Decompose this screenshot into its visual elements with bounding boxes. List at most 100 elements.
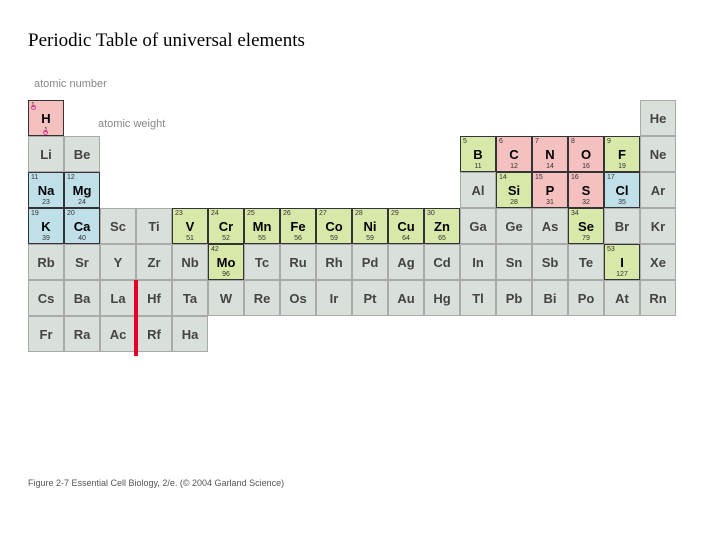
element-sn: Sn bbox=[496, 244, 532, 280]
element-symbol: V bbox=[173, 219, 207, 234]
element-pd: Pd bbox=[352, 244, 388, 280]
element-symbol: Tl bbox=[461, 291, 495, 306]
atomic-number: 9 bbox=[607, 138, 611, 145]
element-symbol: Ag bbox=[389, 255, 423, 270]
atomic-weight: 55 bbox=[245, 235, 279, 242]
element-symbol: Xe bbox=[641, 255, 675, 270]
element-symbol: Ba bbox=[65, 291, 99, 306]
atomic-number: 26 bbox=[283, 210, 291, 217]
element-symbol: Os bbox=[281, 291, 315, 306]
element-symbol: Hf bbox=[137, 291, 171, 306]
element-tl: Tl bbox=[460, 280, 496, 316]
element-ne: Ne bbox=[640, 136, 676, 172]
element-rb: Rb bbox=[28, 244, 64, 280]
element-symbol: Mo bbox=[209, 255, 243, 270]
element-sc: Sc bbox=[100, 208, 136, 244]
element-ha: Ha bbox=[172, 316, 208, 352]
element-symbol: F bbox=[605, 147, 639, 162]
element-p: 15P31 bbox=[532, 172, 568, 208]
atomic-weight: 23 bbox=[29, 199, 63, 206]
lanthanide-actinide-marker bbox=[134, 280, 138, 356]
atomic-weight: 79 bbox=[569, 235, 603, 242]
element-symbol: Li bbox=[29, 147, 63, 162]
element-na: 11Na23 bbox=[28, 172, 64, 208]
element-symbol: Ir bbox=[317, 291, 351, 306]
element-ta: Ta bbox=[172, 280, 208, 316]
element-nb: Nb bbox=[172, 244, 208, 280]
atomic-weight: 64 bbox=[389, 235, 423, 242]
element-xe: Xe bbox=[640, 244, 676, 280]
element-fe: 26Fe56 bbox=[280, 208, 316, 244]
atomic-number: 30 bbox=[427, 210, 435, 217]
element-symbol: Te bbox=[569, 255, 603, 270]
element-symbol: Ge bbox=[497, 219, 531, 234]
element-symbol: Pt bbox=[353, 291, 387, 306]
element-symbol: Rn bbox=[641, 291, 675, 306]
atomic-weight: 16 bbox=[569, 163, 603, 170]
atomic-number: 12 bbox=[67, 174, 75, 181]
element-symbol: Ru bbox=[281, 255, 315, 270]
element-symbol: Po bbox=[569, 291, 603, 306]
element-c: 6C12 bbox=[496, 136, 532, 172]
atomic-weight-label: atomic weight bbox=[98, 118, 165, 130]
element-symbol: H bbox=[29, 111, 63, 126]
element-symbol: Rb bbox=[29, 255, 63, 270]
atomic-weight: 59 bbox=[353, 235, 387, 242]
element-ca: 20Ca40 bbox=[64, 208, 100, 244]
element-symbol: Hg bbox=[425, 291, 459, 306]
element-symbol: In bbox=[461, 255, 495, 270]
element-symbol: Fe bbox=[281, 219, 315, 234]
element-fr: Fr bbox=[28, 316, 64, 352]
element-symbol: K bbox=[29, 219, 63, 234]
element-si: 14Si28 bbox=[496, 172, 532, 208]
element-rh: Rh bbox=[316, 244, 352, 280]
page-title: Periodic Table of universal elements bbox=[28, 30, 305, 52]
element-symbol: Bi bbox=[533, 291, 567, 306]
element-symbol: W bbox=[209, 291, 243, 306]
atomic-weight: 39 bbox=[29, 235, 63, 242]
element-n: 7N14 bbox=[532, 136, 568, 172]
element-f: 9F19 bbox=[604, 136, 640, 172]
element-symbol: At bbox=[605, 291, 639, 306]
atomic-number: 27 bbox=[319, 210, 327, 217]
element-symbol: Cu bbox=[389, 219, 423, 234]
element-os: Os bbox=[280, 280, 316, 316]
element-symbol: Co bbox=[317, 219, 351, 234]
element-cu: 29 Cu64 bbox=[388, 208, 424, 244]
atomic-number: 23 bbox=[175, 210, 183, 217]
element-tc: Tc bbox=[244, 244, 280, 280]
atomic-number: 19 bbox=[31, 210, 39, 217]
element-he: He bbox=[640, 100, 676, 136]
element-symbol: Mg bbox=[65, 183, 99, 198]
element-rf: Rf bbox=[136, 316, 172, 352]
element-s: 16S32 bbox=[568, 172, 604, 208]
element-br: Br bbox=[604, 208, 640, 244]
element-symbol: Be bbox=[65, 147, 99, 162]
element-ga: Ga bbox=[460, 208, 496, 244]
atomic-number: 29 bbox=[391, 210, 399, 217]
element-hg: Hg bbox=[424, 280, 460, 316]
atomic-number: 20 bbox=[67, 210, 75, 217]
element-symbol: I bbox=[605, 255, 639, 270]
element-ni: 28Ni59 bbox=[352, 208, 388, 244]
element-symbol: Sr bbox=[65, 255, 99, 270]
figure-caption: Figure 2-7 Essential Cell Biology, 2/e. … bbox=[28, 478, 284, 488]
element-po: Po bbox=[568, 280, 604, 316]
element-ba: Ba bbox=[64, 280, 100, 316]
element-k: 19 K39 bbox=[28, 208, 64, 244]
element-symbol: Zn bbox=[425, 219, 459, 234]
element-mg: 12Mg24 bbox=[64, 172, 100, 208]
atomic-number: 42 bbox=[211, 246, 219, 253]
element-au: Au bbox=[388, 280, 424, 316]
element-cl: 17Cl35 bbox=[604, 172, 640, 208]
atomic-weight: 14 bbox=[533, 163, 567, 170]
element-symbol: Cr bbox=[209, 219, 243, 234]
element-symbol: Ra bbox=[65, 327, 99, 342]
element-v: 23V51 bbox=[172, 208, 208, 244]
element-symbol: Zr bbox=[137, 255, 171, 270]
element-pb: Pb bbox=[496, 280, 532, 316]
atomic-weight: 59 bbox=[317, 235, 351, 242]
element-symbol: Tc bbox=[245, 255, 279, 270]
atomic-number: 16 bbox=[571, 174, 579, 181]
element-sb: Sb bbox=[532, 244, 568, 280]
